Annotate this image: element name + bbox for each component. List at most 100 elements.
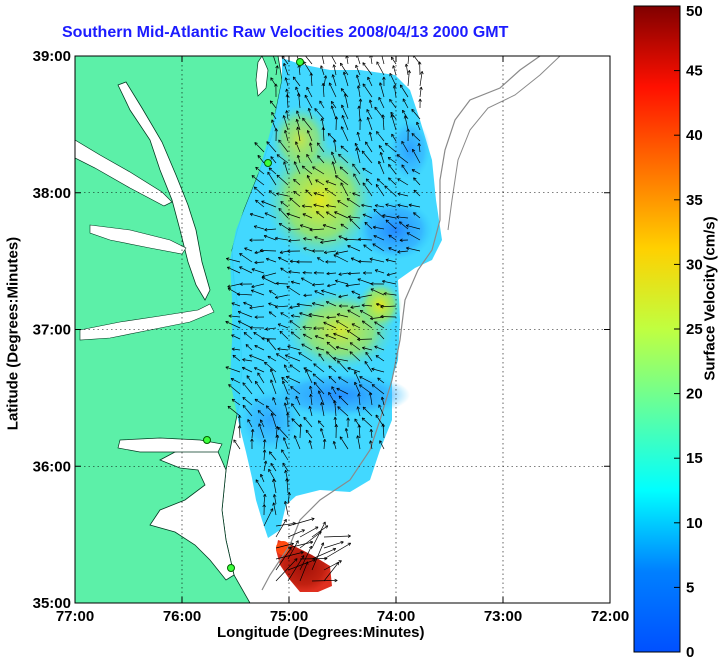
velocity-arrow bbox=[358, 424, 361, 439]
velocity-arrow bbox=[298, 64, 301, 76]
velocity-arrow bbox=[239, 266, 253, 274]
velocity-arrow bbox=[309, 406, 313, 417]
velocity-arrowhead bbox=[345, 56, 347, 59]
velocity-arrow bbox=[294, 161, 301, 175]
velocity-arrowhead bbox=[287, 346, 290, 349]
velocity-arrow bbox=[346, 198, 361, 208]
velocity-arrow bbox=[254, 142, 265, 153]
velocity-arrowhead bbox=[383, 76, 386, 80]
velocity-arrowhead bbox=[305, 189, 309, 191]
velocity-arrow bbox=[287, 345, 301, 351]
velocity-arrowhead bbox=[302, 325, 306, 328]
velocity-arrowhead bbox=[378, 404, 382, 407]
velocity-arrowhead bbox=[286, 286, 289, 290]
velocity-arrow bbox=[270, 379, 277, 395]
velocity-arrowhead bbox=[268, 468, 272, 471]
velocity-arrowhead bbox=[344, 238, 348, 242]
velocity-arrowhead bbox=[313, 363, 317, 365]
velocity-arrowhead bbox=[379, 82, 383, 85]
velocity-arrowhead bbox=[338, 395, 342, 398]
velocity-arrowhead bbox=[314, 108, 318, 110]
velocity-arrowhead bbox=[270, 508, 273, 511]
velocity-arrow bbox=[370, 429, 373, 439]
velocity-arrowhead bbox=[312, 166, 315, 170]
velocity-arrow bbox=[419, 86, 422, 98]
velocity-arrowhead bbox=[351, 323, 354, 327]
velocity-arrow bbox=[325, 334, 337, 340]
velocity-arrow bbox=[281, 449, 289, 461]
velocity-arrowhead bbox=[318, 420, 322, 423]
velocity-arrowhead bbox=[270, 368, 274, 372]
velocity-arrowhead bbox=[243, 332, 248, 334]
velocity-arrowhead bbox=[388, 247, 391, 251]
velocity-arrow bbox=[225, 321, 241, 329]
velocity-arrowhead bbox=[324, 252, 328, 255]
velocity-arrow bbox=[302, 205, 313, 208]
velocity-arrow bbox=[247, 419, 253, 428]
velocity-arrowhead bbox=[404, 115, 408, 119]
velocity-arrowhead bbox=[239, 282, 243, 285]
velocity-arrowhead bbox=[285, 77, 288, 80]
velocity-arrowhead bbox=[294, 435, 297, 438]
velocity-arrow bbox=[374, 204, 385, 208]
velocity-arrowhead bbox=[242, 396, 246, 399]
velocity-arrow bbox=[300, 224, 313, 230]
velocity-arrow bbox=[255, 199, 265, 208]
velocity-arrow bbox=[279, 250, 289, 254]
velocity-arrow bbox=[376, 178, 385, 186]
velocity-arrow bbox=[283, 115, 289, 131]
velocity-arrowhead bbox=[357, 295, 361, 299]
velocity-arrowhead bbox=[319, 531, 322, 535]
velocity-arrow bbox=[367, 76, 373, 87]
velocity-arrowhead bbox=[312, 373, 315, 377]
velocity-arrowhead bbox=[314, 236, 317, 240]
velocity-arrowhead bbox=[259, 250, 263, 253]
velocity-arrowhead bbox=[379, 152, 381, 156]
velocity-arrowhead bbox=[277, 65, 279, 69]
velocity-arrow bbox=[343, 71, 349, 87]
y-tick-label: 37:00 bbox=[33, 322, 71, 339]
velocity-arrowhead bbox=[244, 247, 247, 251]
velocity-arrowhead bbox=[242, 358, 246, 360]
velocity-arrowhead bbox=[362, 347, 365, 350]
velocity-arrow bbox=[372, 243, 385, 252]
velocity-arrowhead bbox=[233, 439, 237, 442]
velocity-arrow bbox=[335, 280, 349, 285]
velocity-arrowhead bbox=[411, 108, 415, 111]
velocity-arrowhead bbox=[275, 426, 278, 430]
velocity-arrow bbox=[333, 357, 349, 362]
velocity-arrowhead bbox=[249, 239, 253, 242]
velocity-arrowhead bbox=[317, 142, 321, 145]
velocity-arrow bbox=[242, 367, 253, 373]
velocity-arrow bbox=[377, 377, 385, 384]
velocity-arrow bbox=[225, 366, 241, 373]
velocity-arrowhead bbox=[358, 261, 362, 264]
velocity-arrowhead bbox=[386, 274, 390, 277]
velocity-arrow bbox=[337, 406, 349, 417]
velocity-arrowhead bbox=[357, 424, 360, 428]
velocity-arrow bbox=[335, 320, 349, 329]
velocity-arrow bbox=[369, 99, 373, 109]
velocity-arrow bbox=[261, 200, 277, 208]
velocity-arrowhead bbox=[261, 336, 265, 339]
colorbar-tick-label: 20 bbox=[686, 386, 703, 403]
velocity-arrowhead bbox=[361, 303, 365, 306]
velocity-arrowhead bbox=[333, 64, 336, 68]
velocity-arrow bbox=[399, 84, 409, 98]
velocity-arrowhead bbox=[418, 143, 421, 146]
velocity-arrow bbox=[261, 276, 277, 285]
velocity-arrow bbox=[276, 174, 289, 186]
velocity-arrowhead bbox=[328, 376, 331, 380]
albemarle-sound bbox=[117, 437, 223, 453]
velocity-arrowhead bbox=[313, 381, 318, 384]
x-tick-label: 74:00 bbox=[377, 608, 415, 625]
velocity-arrowhead bbox=[266, 338, 271, 341]
shelf-contour-2 bbox=[447, 56, 561, 231]
velocity-arrowhead bbox=[326, 351, 328, 355]
y-tick-label: 36:00 bbox=[33, 458, 71, 475]
velocity-arrowhead bbox=[291, 418, 293, 422]
velocity-arrowhead bbox=[239, 283, 243, 286]
velocity-arrow bbox=[242, 382, 253, 395]
velocity-arrow bbox=[249, 354, 265, 362]
velocity-arrowhead bbox=[296, 126, 298, 130]
